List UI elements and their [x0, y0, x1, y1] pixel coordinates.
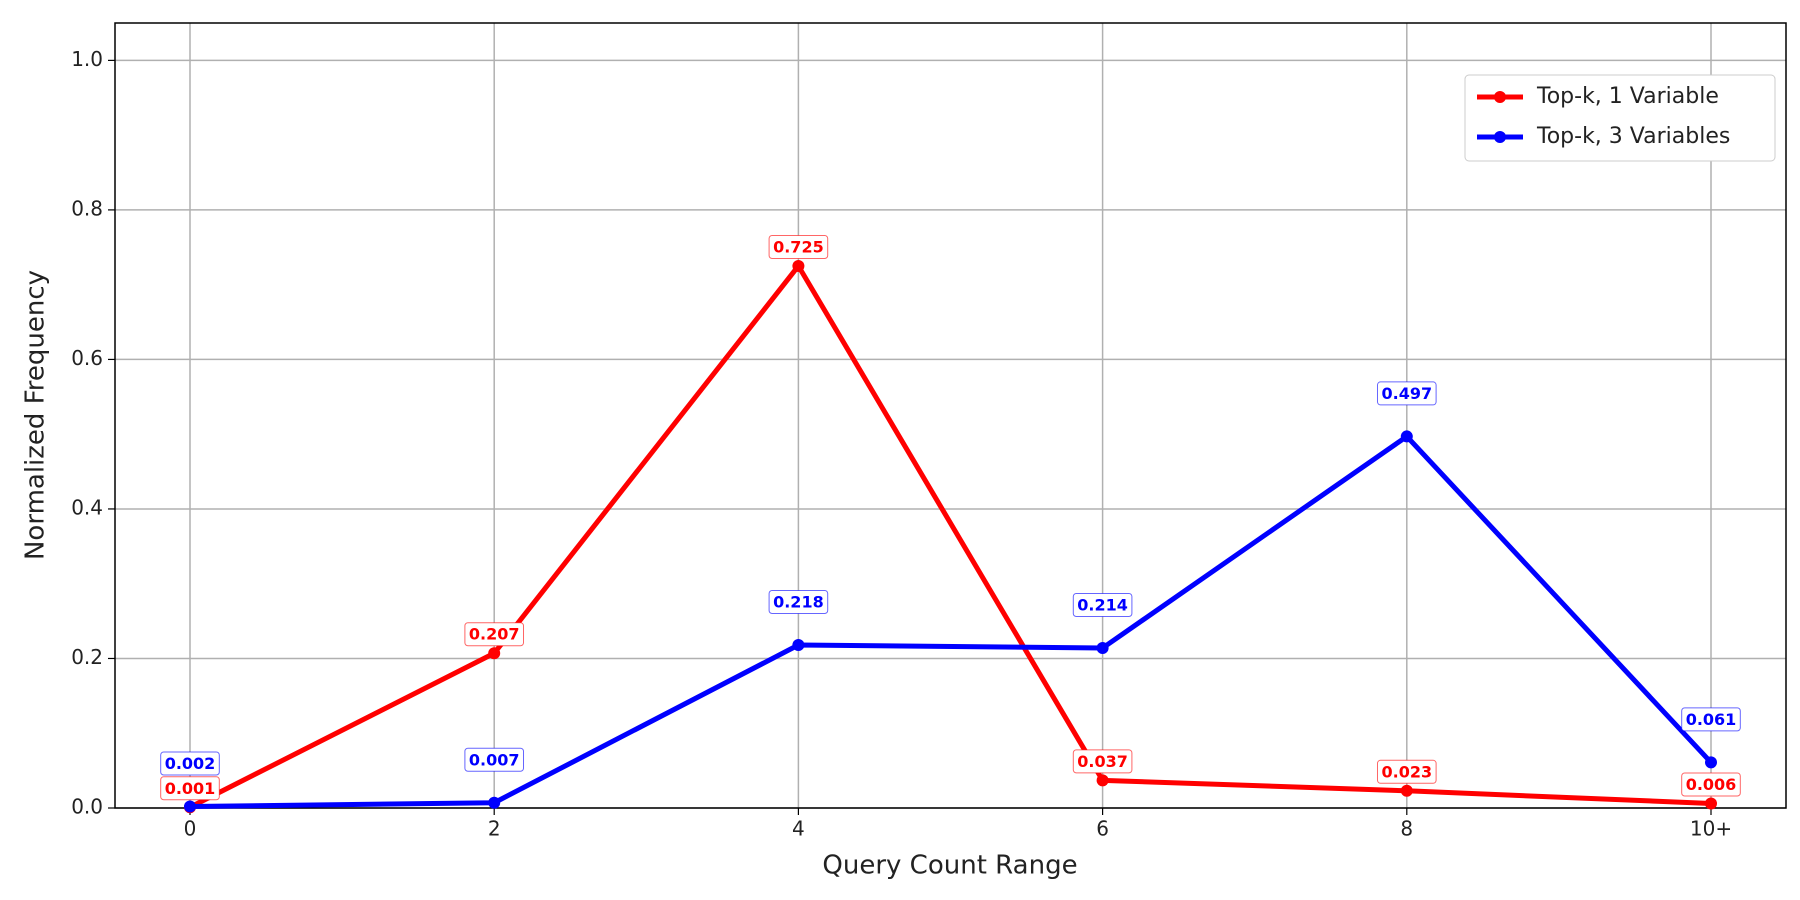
value-label: 0.023 — [1381, 762, 1432, 781]
value-label-box — [768, 234, 829, 259]
value-label: 0.207 — [469, 625, 520, 644]
value-label: 0.218 — [773, 593, 824, 612]
y-tick-label: 0.0 — [71, 795, 103, 819]
value-label-box — [464, 747, 525, 772]
value-label: 0.002 — [165, 754, 216, 773]
plot-frame — [114, 22, 1787, 809]
legend-label: Top-k, 1 Variable — [1536, 84, 1719, 109]
value-label-group: 0.023 — [1376, 759, 1437, 784]
value-label-box — [160, 776, 220, 801]
value-label-group: 0.061 — [1681, 707, 1741, 732]
value-label-box — [1072, 749, 1133, 774]
value-label-group: 0.207 — [464, 622, 525, 647]
value-label-box — [464, 622, 525, 647]
value-label: 0.037 — [1077, 752, 1128, 771]
value-label-group: 0.007 — [464, 747, 525, 772]
legend-marker — [1494, 131, 1506, 143]
value-label-box — [1072, 593, 1133, 618]
value-label-group: 0.037 — [1072, 749, 1133, 774]
data-point — [1096, 774, 1109, 787]
x-tick-label: 8 — [1400, 817, 1413, 841]
value-label-group: 0.001 — [160, 776, 220, 801]
data-point — [792, 639, 805, 652]
value-label-group: 0.725 — [768, 234, 829, 259]
value-label: 0.497 — [1381, 384, 1432, 403]
x-tick-label: 4 — [792, 817, 805, 841]
value-label: 0.725 — [773, 237, 824, 256]
y-tick-label: 0.6 — [71, 346, 103, 370]
legend-label: Top-k, 3 Variables — [1536, 124, 1730, 149]
value-label-group: 0.218 — [768, 590, 829, 615]
x-axis-label: Query Count Range — [822, 851, 1077, 881]
series-line — [188, 263, 1712, 810]
legend-marker — [1494, 91, 1506, 103]
value-label-box — [768, 590, 829, 615]
value-label-box — [1681, 772, 1741, 797]
value-label: 0.061 — [1686, 710, 1737, 729]
series-line — [189, 433, 1713, 810]
value-label-box — [160, 751, 220, 776]
data-point — [1096, 642, 1109, 655]
value-label-group: 0.006 — [1681, 772, 1741, 797]
x-tick-label: 0 — [184, 817, 197, 841]
value-label-box — [1681, 707, 1741, 732]
value-label-group: 0.497 — [1376, 381, 1437, 406]
data-point — [1400, 430, 1413, 443]
legend-box — [1464, 74, 1776, 162]
y-tick-label: 1.0 — [71, 47, 103, 71]
legend: Top-k, 1 Variable Top-k, 3 Variables — [1464, 74, 1776, 162]
data-point — [1705, 756, 1717, 769]
value-label-box — [1376, 381, 1437, 406]
value-label: 0.007 — [469, 750, 520, 769]
value-label-box — [1376, 759, 1437, 784]
y-tick-label: 0.2 — [71, 645, 103, 669]
x-tick-label: 6 — [1096, 817, 1109, 841]
value-label-group: 0.002 — [160, 751, 220, 776]
x-tick-label: 2 — [488, 817, 501, 841]
data-point — [1705, 797, 1717, 810]
data-point — [488, 796, 501, 809]
y-axis-label: Normalized Frequency — [21, 270, 51, 560]
value-label-group: 0.214 — [1072, 593, 1133, 618]
data-point — [1400, 784, 1413, 797]
value-label: 0.006 — [1686, 775, 1737, 794]
data-point — [488, 647, 501, 660]
y-tick-label: 0.8 — [71, 196, 103, 220]
data-point — [792, 259, 805, 272]
x-tick-label: 10+ — [1690, 817, 1732, 841]
data-point — [184, 800, 196, 813]
value-label: 0.001 — [165, 779, 216, 798]
y-tick-label: 0.4 — [71, 495, 103, 519]
value-label: 0.214 — [1077, 596, 1128, 615]
